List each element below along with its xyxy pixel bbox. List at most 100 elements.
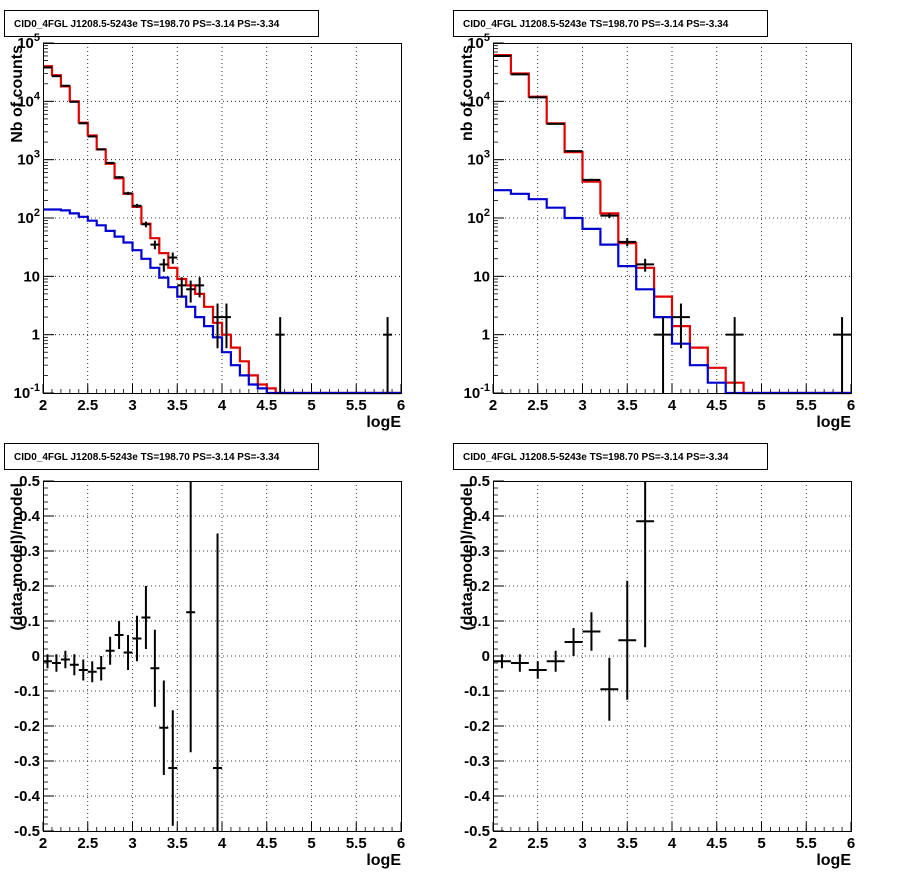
y-tick-label: 0.3: [469, 543, 490, 560]
y-tick-label: 10-1: [464, 382, 490, 402]
x-tick-label: 2: [489, 397, 497, 414]
x-tick-label: 4: [218, 835, 227, 852]
plot-border: [43, 43, 402, 394]
data-point: [564, 628, 583, 656]
title-box: [453, 10, 768, 37]
data-point: [275, 317, 285, 393]
data-point: [546, 122, 565, 125]
data-point: [78, 659, 88, 681]
x-tick-label: 3: [578, 397, 586, 414]
chart-panel-4: CID0_4FGL J1208.5-5243e TS=198.70 PS=-3.…: [453, 443, 855, 869]
data-point: [654, 317, 672, 393]
plot-border: [493, 481, 852, 832]
x-tick-label: 6: [847, 397, 855, 414]
data-point: [618, 580, 637, 700]
data-points: [493, 54, 851, 393]
y-tick-label: 10-1: [14, 382, 40, 402]
y-tick-label: -0.2: [464, 718, 490, 735]
y-tick-label: -0.4: [464, 788, 491, 805]
y-axis-label: (data-model)/model: [9, 483, 26, 631]
data-point: [114, 176, 124, 179]
data-point: [141, 586, 151, 649]
data-point: [141, 221, 151, 228]
data-point: [582, 612, 601, 651]
x-tick-label: 2.5: [527, 835, 548, 852]
data-point: [564, 150, 583, 153]
chart-title: CID0_4FGL J1208.5-5243e TS=198.70 PS=-3.…: [14, 19, 280, 30]
data-point: [60, 650, 70, 669]
y-tick-label: 0.5: [469, 473, 490, 490]
x-tick-label: 3.5: [617, 397, 638, 414]
data-point: [528, 661, 547, 679]
y-axis-label: Nb of counts: [9, 45, 26, 143]
data-point: [213, 303, 222, 349]
data-point: [186, 280, 196, 303]
data-point: [546, 650, 565, 672]
data-point: [150, 629, 160, 707]
title-box: [4, 443, 319, 470]
x-tick-label: 6: [847, 835, 855, 852]
x-tick-label: 3.5: [617, 835, 638, 852]
data-point: [636, 258, 655, 272]
data-point: [168, 710, 178, 826]
y-tick-label: 0.4: [469, 508, 491, 525]
x-tick-label: 3: [128, 397, 136, 414]
data-point: [69, 100, 79, 103]
plot-frame: [493, 481, 852, 832]
y-tick-label: 1: [482, 327, 490, 344]
x-tick-label: 4: [668, 835, 677, 852]
y-tick-label: 0.5: [19, 473, 40, 490]
x-tick-label: 4: [668, 397, 677, 414]
data-point: [600, 657, 619, 721]
y-axis-label: nb of counts: [459, 45, 476, 141]
chart-panel-2: CID0_4FGL J1208.5-5243e TS=198.70 PS=-3.…: [453, 10, 855, 431]
data-point: [177, 277, 187, 298]
y-tick-label: 103: [17, 149, 40, 169]
y-tick-label: 10: [23, 268, 40, 285]
data-point: [51, 654, 61, 672]
data-point: [159, 680, 169, 775]
x-tick-label: 2.5: [77, 397, 98, 414]
chart-title: CID0_4FGL J1208.5-5243e TS=198.70 PS=-3.…: [463, 452, 729, 463]
x-tick-label: 3: [578, 835, 586, 852]
chart-title: CID0_4FGL J1208.5-5243e TS=198.70 PS=-3.…: [463, 19, 729, 30]
x-tick-label: 2: [39, 397, 47, 414]
x-tick-label: 2.5: [77, 835, 98, 852]
x-tick-label: 5.5: [796, 397, 817, 414]
x-tick-label: 6: [397, 397, 405, 414]
x-tick-label: 5: [757, 835, 765, 852]
y-tick-label: 0.1: [469, 613, 490, 630]
y-tick-label: 102: [17, 207, 40, 227]
data-point: [600, 213, 619, 219]
y-tick-label: 102: [467, 207, 490, 227]
y-tick-label: 0: [32, 648, 40, 665]
x-tick-label: 2: [489, 835, 497, 852]
chart-title: CID0_4FGL J1208.5-5243e TS=198.70 PS=-3.…: [14, 452, 280, 463]
y-tick-label: -0.3: [14, 753, 40, 770]
y-tick-label: -0.3: [464, 753, 490, 770]
data-point: [725, 317, 744, 393]
x-tick-label: 2: [39, 835, 47, 852]
plot-border: [493, 43, 852, 394]
x-tick-label: 5.5: [796, 835, 817, 852]
data-point: [114, 621, 124, 649]
data-points: [43, 66, 393, 393]
y-axis-label: (data-model)/model: [459, 483, 476, 631]
y-tick-label: 0.3: [19, 543, 40, 560]
y-tick-label: -0.1: [14, 683, 40, 700]
data-point: [582, 178, 601, 182]
data-point: [96, 148, 106, 151]
data-point: [96, 656, 106, 681]
x-tick-label: 5: [757, 397, 765, 414]
data-point: [150, 240, 160, 250]
x-tick-label: 5.5: [346, 397, 367, 414]
data-point: [105, 161, 115, 164]
data-point: [636, 481, 655, 648]
data-point: [43, 654, 52, 669]
y-tick-label: 0.2: [469, 578, 490, 595]
x-tick-label: 2.5: [527, 397, 548, 414]
x-tick-label: 4.5: [256, 835, 277, 852]
x-axis-label: logE: [366, 852, 401, 869]
x-tick-label: 4.5: [706, 397, 727, 414]
